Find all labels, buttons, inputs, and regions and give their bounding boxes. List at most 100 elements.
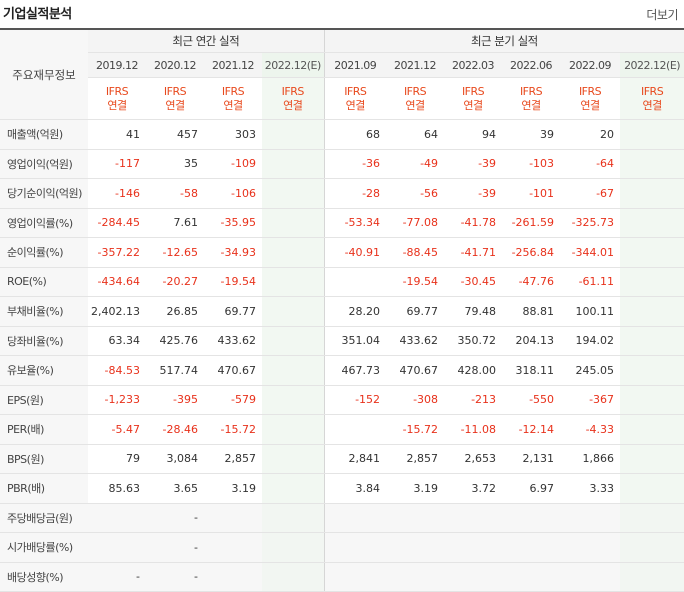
table-cell: -67: [560, 178, 621, 209]
table-row: 시가배당률(%) -: [0, 532, 684, 563]
table-cell: -28.46: [146, 414, 204, 445]
basis-label: IFRS 연결: [620, 77, 684, 120]
table-cell: [620, 355, 684, 386]
table-cell: [444, 532, 503, 563]
table-row: EPS(원) -1,233 -395 -579 -152 -308 -213 -550 -367: [0, 385, 684, 415]
table-cell: 3,084: [146, 444, 204, 474]
table-cell: [444, 503, 503, 533]
row-label: 당좌비율(%): [0, 326, 88, 356]
basis-label: IFRS 연결: [204, 77, 262, 120]
basis-row: IFRS 연결 IFRS 연결 IFRS 연결 IFRS 연결 IFRS 연결 IFRS 연결 IFRS…: [0, 77, 684, 120]
row-label: 순이익률(%): [0, 237, 88, 268]
table-cell: [88, 503, 146, 533]
table-cell: [204, 532, 262, 563]
table-cell: [323, 562, 387, 592]
table-cell: -395: [146, 385, 204, 415]
table-cell: -256.84: [502, 237, 561, 268]
table-cell: [620, 296, 684, 327]
table-cell: 467.73: [323, 355, 387, 386]
table-cell: -103: [502, 149, 561, 179]
table-cell: -308: [386, 385, 445, 415]
table-cell: [323, 414, 387, 445]
table-cell: -12.65: [146, 237, 204, 268]
table-cell: [502, 503, 561, 533]
table-cell: [262, 326, 325, 356]
table-cell: 194.02: [560, 326, 621, 356]
table-cell: 64: [386, 119, 445, 150]
annual-period: 2021.12: [204, 52, 262, 78]
table-cell: [444, 562, 503, 592]
table-row: 영업이익(억원) -117 35 -109 -36 -49 -39 -103 -64: [0, 149, 684, 179]
basis-standard: IFRS: [640, 84, 664, 98]
table-cell: -30.45: [444, 267, 503, 297]
table-cell: [204, 562, 262, 592]
quarter-header: 최근 분기 실적: [323, 29, 684, 53]
table-cell: -101: [502, 178, 561, 209]
row-label: 매출액(억원): [0, 119, 88, 150]
table-cell: -146: [88, 178, 146, 209]
basis-scope: 연결: [521, 98, 541, 112]
table-cell: [386, 503, 445, 533]
basis-scope: 연결: [165, 98, 185, 112]
table-cell: [620, 178, 684, 209]
table-cell: [620, 444, 684, 474]
table-cell: 433.62: [386, 326, 445, 356]
table-cell: [502, 532, 561, 563]
table-cell: [262, 473, 325, 504]
annual-period: 2022.12(E): [262, 52, 325, 78]
table-cell: [262, 355, 325, 386]
table-cell: -1,233: [88, 385, 146, 415]
table-cell: -434.64: [88, 267, 146, 297]
table-cell: 3.65: [146, 473, 204, 504]
table-cell: 3.19: [204, 473, 262, 504]
table-cell: 351.04: [323, 326, 387, 356]
table-cell: -11.08: [444, 414, 503, 445]
basis-label: IFRS 연결: [560, 77, 621, 120]
row-label: 영업이익(억원): [0, 149, 88, 179]
table-cell: [620, 532, 684, 563]
table-cell: [262, 296, 325, 327]
basis-standard: IFRS: [344, 84, 367, 98]
table-cell: 6.97: [502, 473, 561, 504]
row-label: 부채비율(%): [0, 296, 88, 327]
more-link[interactable]: 더보기: [646, 8, 678, 22]
row-label: 주당배당금(원): [0, 503, 88, 533]
table-cell: -325.73: [560, 208, 621, 238]
table-cell: -261.59: [502, 208, 561, 238]
basis-standard: IFRS: [519, 84, 543, 98]
table-cell: 28.20: [323, 296, 387, 327]
row-label: PER(배): [0, 414, 88, 445]
row-label: BPS(원): [0, 444, 88, 474]
table-cell: 35: [146, 149, 204, 179]
table-row: BPS(원) 79 3,084 2,857 2,841 2,857 2,653 2,131 1,…: [0, 444, 684, 474]
table-cell: [620, 385, 684, 415]
table-row: 순이익률(%) -357.22 -12.65 -34.93 -40.91 -88.45 -4…: [0, 237, 684, 268]
table-cell: 2,857: [386, 444, 445, 474]
table-cell: -58: [146, 178, 204, 209]
table-cell: [560, 532, 621, 563]
table-row: 부채비율(%) 2,402.13 26.85 69.77 28.20 69.77 79.48…: [0, 296, 684, 327]
table-cell: -40.91: [323, 237, 387, 268]
basis-standard: IFRS: [105, 84, 129, 98]
table-cell: [262, 119, 325, 150]
annual-period: 2020.12: [146, 52, 204, 78]
table-cell: [262, 385, 325, 415]
table-row: ROE(%) -434.64 -20.27 -19.54 -19.54 -30.45 -47…: [0, 267, 684, 297]
row-label: EPS(원): [0, 385, 88, 415]
table-cell: 2,857: [204, 444, 262, 474]
table-cell: 204.13: [502, 326, 561, 356]
quarter-period: 2022.12(E): [620, 52, 684, 78]
table-cell: 79: [88, 444, 146, 474]
table-cell: 245.05: [560, 355, 621, 386]
row-label: 시가배당률(%): [0, 532, 88, 563]
basis-label: IFRS 연결: [386, 77, 445, 120]
table-cell: 26.85: [146, 296, 204, 327]
table-cell: 350.72: [444, 326, 503, 356]
basis-label: IFRS 연결: [88, 77, 146, 120]
table-cell: -: [146, 562, 204, 592]
annual-period: 2019.12: [88, 52, 146, 78]
table-cell: -284.45: [88, 208, 146, 238]
table-cell: 94: [444, 119, 503, 150]
table-cell: -550: [502, 385, 561, 415]
table-cell: 79.48: [444, 296, 503, 327]
